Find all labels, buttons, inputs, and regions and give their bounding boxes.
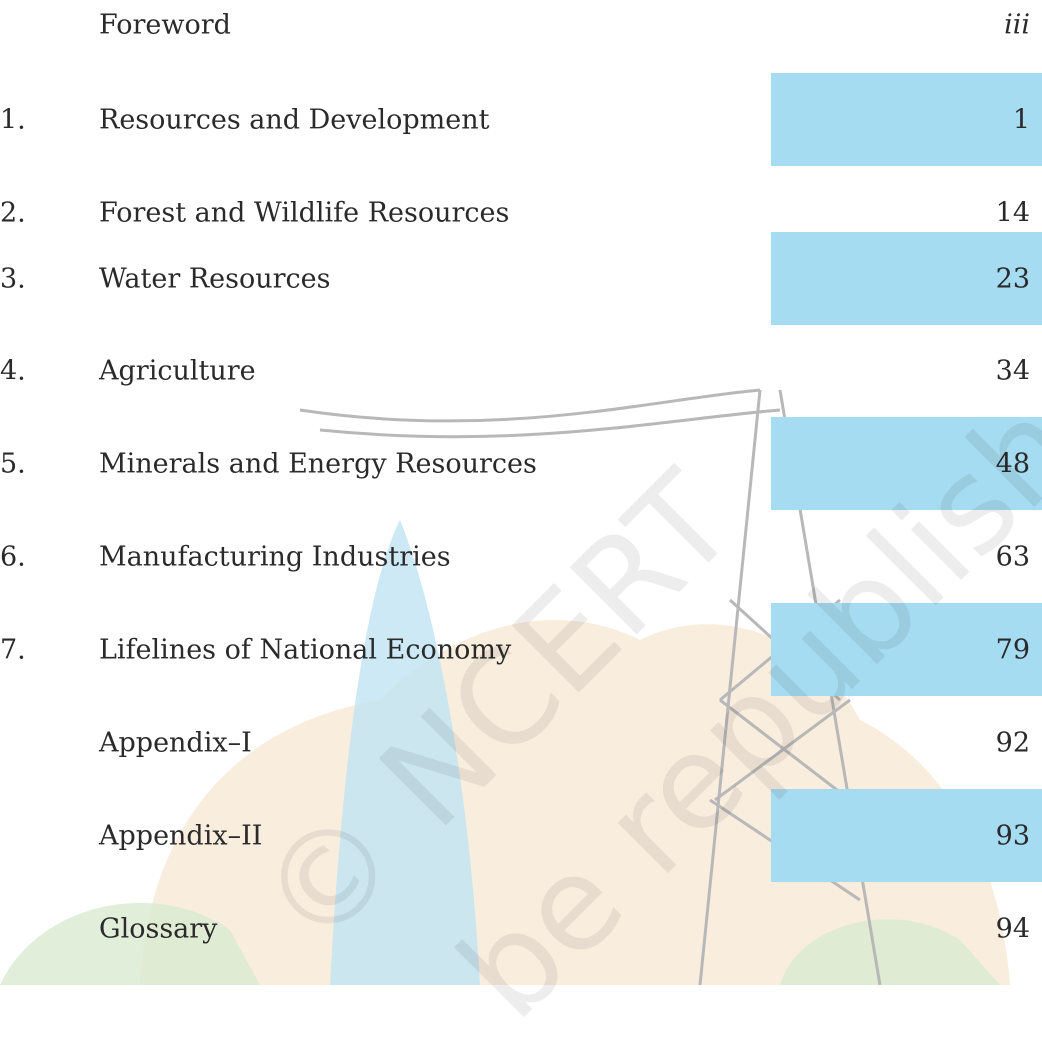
toc-entry: Foreword iii — [0, 0, 1042, 71]
page-number: 23 — [996, 263, 1030, 294]
chapter-title: Resources and Development — [99, 104, 489, 135]
chapter-number: 7. — [0, 634, 26, 665]
chapter-title: Minerals and Energy Resources — [99, 448, 537, 479]
chapter-title: Foreword — [99, 9, 231, 40]
page-number: 14 — [996, 197, 1030, 228]
page-number: 79 — [996, 634, 1030, 665]
page-number: 92 — [996, 727, 1030, 758]
chapter-title: Appendix–II — [99, 820, 262, 851]
page-number: 94 — [996, 913, 1030, 944]
chapter-title: Forest and Wildlife Resources — [99, 197, 509, 228]
page-number: iii — [1004, 9, 1030, 40]
page-number: 93 — [996, 820, 1030, 851]
toc-entry: 1. Resources and Development 1 — [0, 73, 1042, 166]
chapter-title: Appendix–I — [99, 727, 252, 758]
chapter-title: Glossary — [99, 913, 217, 944]
chapter-number: 6. — [0, 541, 26, 572]
chapter-number: 5. — [0, 448, 26, 479]
page-number: 1 — [1013, 104, 1030, 135]
chapter-number: 4. — [0, 355, 26, 386]
chapter-title: Agriculture — [99, 355, 256, 386]
chapter-title: Manufacturing Industries — [99, 541, 451, 572]
chapter-number: 2. — [0, 197, 26, 228]
chapter-number: 3. — [0, 263, 26, 294]
toc-entry: 3. Water Resources 23 — [0, 232, 1042, 325]
page: Foreword iii 1. Resources and Development 1 2… — [0, 0, 1042, 985]
highlight-box — [771, 73, 1042, 166]
chapter-number: 1. — [0, 104, 26, 135]
chapter-title: Water Resources — [99, 263, 331, 294]
